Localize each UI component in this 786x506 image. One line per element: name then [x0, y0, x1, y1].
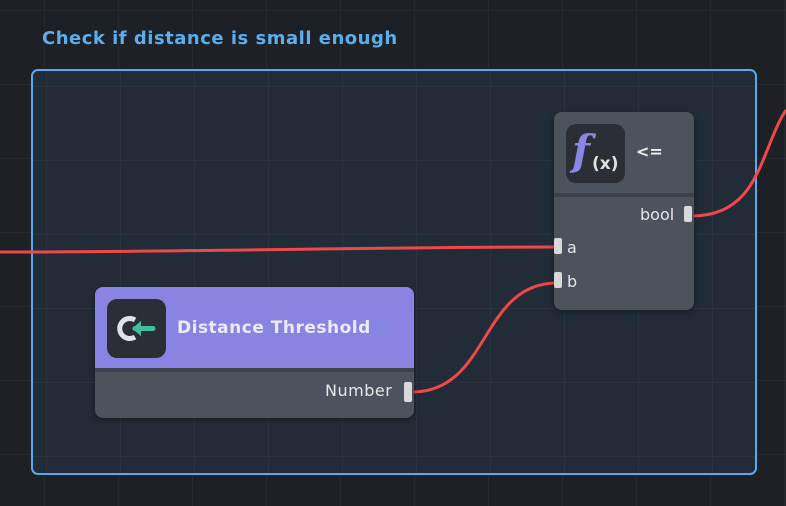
output-port-number[interactable]	[404, 382, 412, 402]
output-port-bool[interactable]	[684, 206, 692, 222]
distance-threshold-node[interactable]: Distance Threshold	[95, 287, 414, 418]
node-title: <=	[636, 142, 663, 161]
wire-bool-out	[691, 109, 786, 218]
input-label-a: a	[567, 238, 577, 257]
input-port-a[interactable]	[554, 238, 562, 254]
group-title: Check if distance is small enough	[42, 28, 398, 49]
function-fx-icon: f (x)	[566, 124, 625, 183]
output-label-number: Number	[325, 381, 393, 400]
input-port-b[interactable]	[554, 272, 562, 288]
variable-get-icon	[107, 299, 166, 358]
input-label-b: b	[567, 272, 578, 291]
wire-to-a	[0, 245, 558, 254]
compare-node[interactable]: f (x) <=	[554, 112, 694, 310]
node-title: Distance Threshold	[177, 318, 371, 338]
wire-number-to-b	[411, 281, 558, 394]
output-label-bool: bool	[640, 205, 675, 224]
